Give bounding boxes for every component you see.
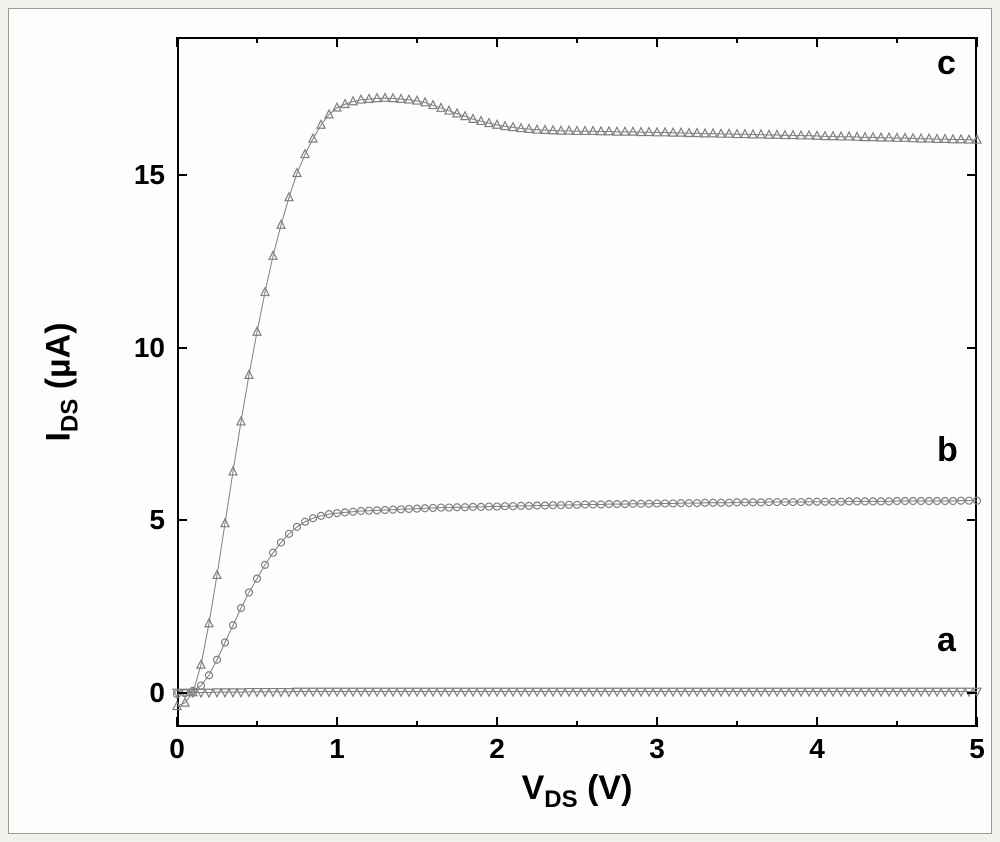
x-tick-minor <box>736 721 738 727</box>
x-tick-major <box>496 717 498 727</box>
x-tick-major <box>176 717 178 727</box>
y-tick-major-right <box>967 692 977 694</box>
chart-svg <box>177 37 977 727</box>
y-tick-major <box>177 174 187 176</box>
x-tick-minor <box>416 721 418 727</box>
series-markers-b <box>174 497 981 698</box>
x-tick-major-top <box>336 37 338 47</box>
x-tick-major-top <box>656 37 658 47</box>
x-tick-major <box>656 717 658 727</box>
series-line-b <box>177 501 977 695</box>
y-tick-major <box>177 519 187 521</box>
x-tick-label: 2 <box>489 733 505 765</box>
series-line-c <box>177 98 977 706</box>
x-tick-major-top <box>816 37 818 47</box>
y-tick-label: 0 <box>149 677 165 709</box>
y-tick-major-right <box>967 519 977 521</box>
y-tick-major-right <box>967 174 977 176</box>
x-axis-label: VDS (V) <box>522 769 633 814</box>
y-tick-major <box>177 347 187 349</box>
x-tick-minor-top <box>736 37 738 43</box>
x-tick-minor-top <box>896 37 898 43</box>
series-line-a <box>177 691 977 692</box>
x-tick-minor <box>576 721 578 727</box>
x-tick-label: 1 <box>329 733 345 765</box>
series-markers-c <box>173 93 981 709</box>
x-tick-label: 0 <box>169 733 185 765</box>
y-tick-label: 10 <box>134 332 165 364</box>
x-tick-major <box>816 717 818 727</box>
x-tick-minor-top <box>576 37 578 43</box>
y-tick-label: 15 <box>134 159 165 191</box>
y-tick-major <box>177 692 187 694</box>
series-label-a: a <box>937 621 956 660</box>
x-tick-major-top <box>976 37 978 47</box>
x-tick-minor-top <box>416 37 418 43</box>
series-label-b: b <box>937 431 958 470</box>
x-tick-minor-top <box>256 37 258 43</box>
x-tick-major-top <box>176 37 178 47</box>
x-tick-label: 5 <box>969 733 985 765</box>
y-tick-major-right <box>967 347 977 349</box>
x-tick-major <box>336 717 338 727</box>
x-tick-label: 3 <box>649 733 665 765</box>
y-axis-label: IDS (µA) <box>40 322 85 441</box>
x-tick-major-top <box>496 37 498 47</box>
x-tick-minor <box>896 721 898 727</box>
series-label-c: c <box>937 44 956 83</box>
x-tick-minor <box>256 721 258 727</box>
chart-frame: 0 1 2 3 4 5 0 5 10 15 VDS (V) IDS (µA) a b c <box>8 8 992 834</box>
x-tick-label: 4 <box>809 733 825 765</box>
y-tick-label: 5 <box>149 504 165 536</box>
x-tick-major <box>976 717 978 727</box>
series-markers-a <box>173 688 981 697</box>
chart-plot-area <box>177 37 977 727</box>
